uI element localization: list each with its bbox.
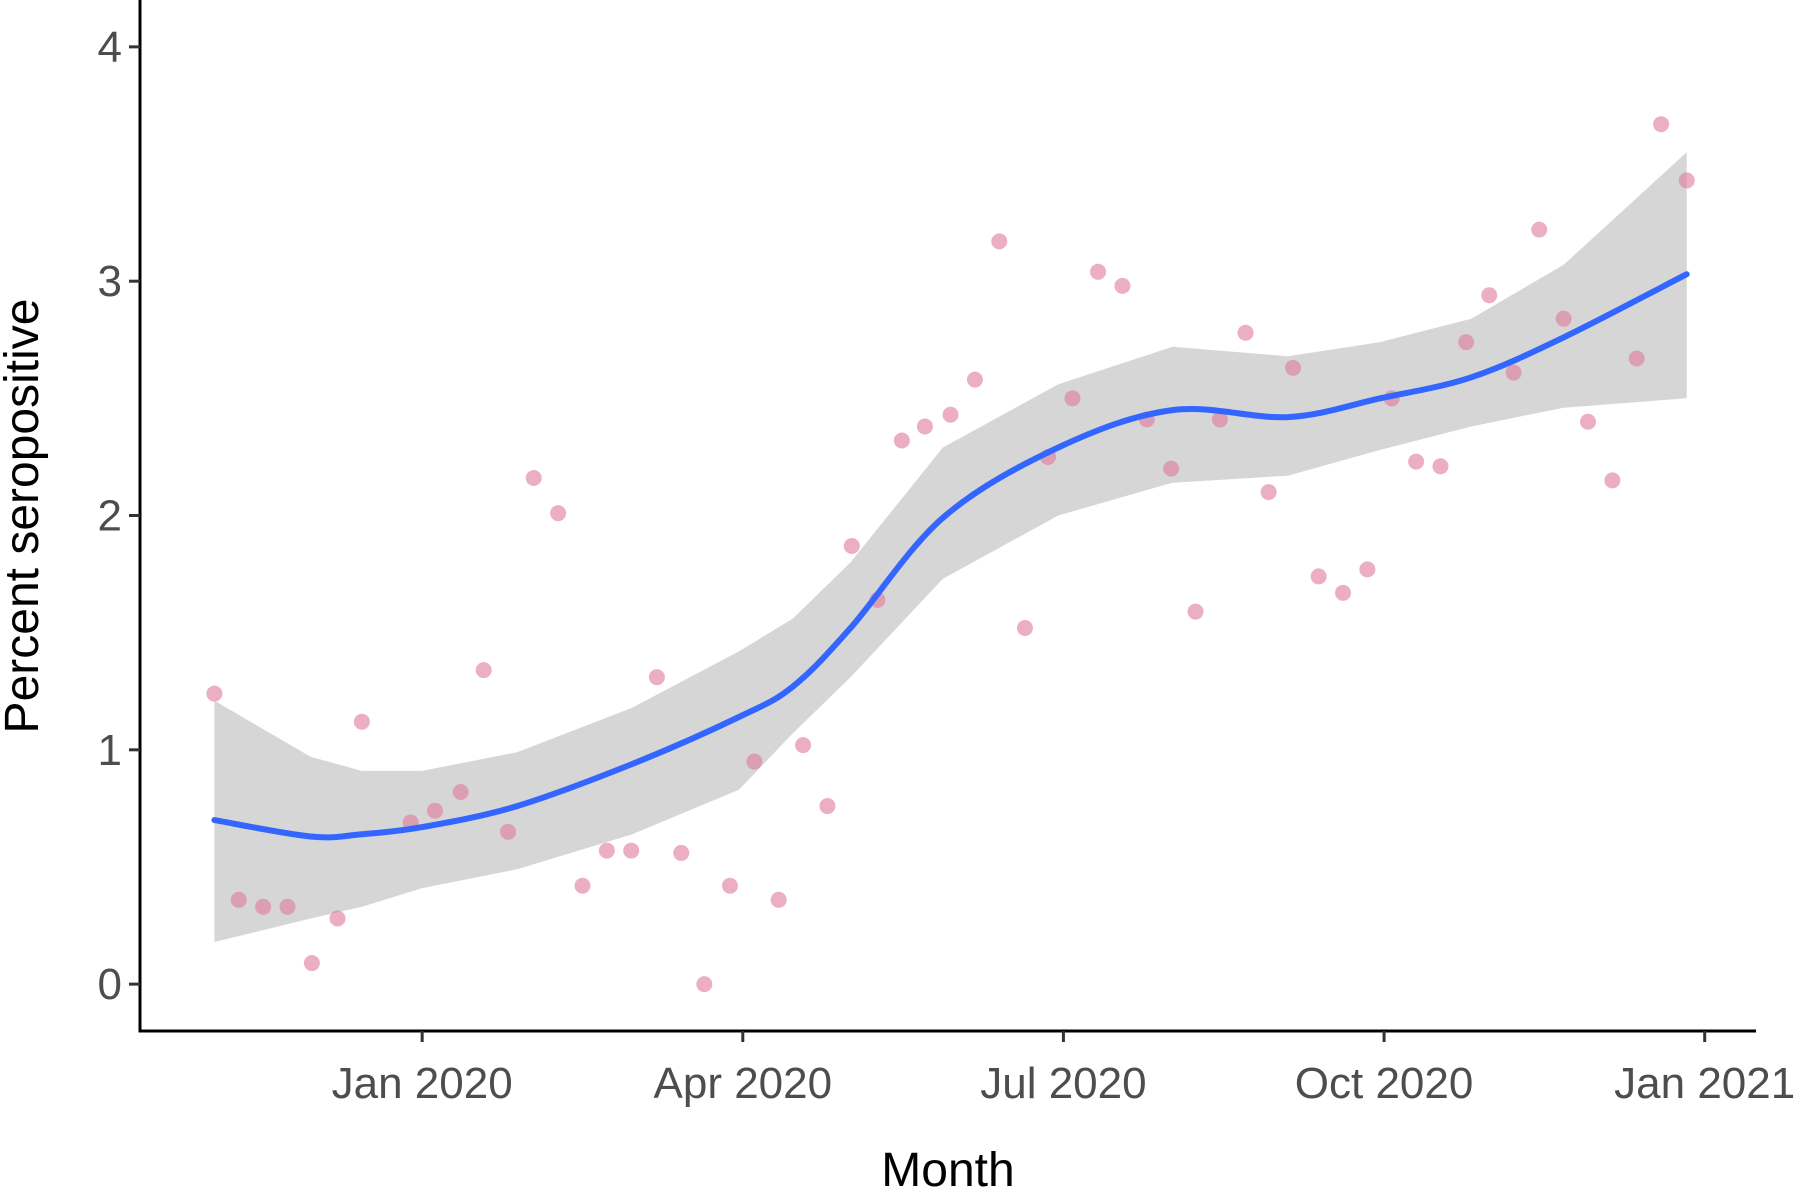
data-point: [1016, 619, 1033, 636]
data-point: [1432, 458, 1449, 475]
data-point: [452, 783, 469, 800]
data-point: [1237, 324, 1254, 341]
data-point: [1310, 568, 1327, 585]
data-point: [1064, 390, 1081, 407]
data-point: [1211, 411, 1228, 428]
data-point: [1163, 460, 1180, 477]
data-point: [819, 798, 836, 815]
data-point: [696, 976, 713, 993]
y-tick-label: 0: [98, 960, 122, 1009]
data-point: [475, 662, 492, 679]
data-point: [230, 891, 247, 908]
x-tick-label: Jan 2020: [332, 1059, 513, 1108]
data-point: [1653, 116, 1670, 133]
data-point: [648, 669, 665, 686]
data-point: [279, 898, 296, 915]
data-point: [1579, 413, 1596, 430]
data-point: [1531, 221, 1548, 238]
data-point: [1555, 310, 1572, 327]
data-point: [916, 418, 933, 435]
data-point: [843, 537, 860, 554]
y-axis-title: Percent seropositive: [0, 299, 49, 734]
x-axis-title: Month: [881, 1144, 1014, 1197]
data-point: [966, 371, 983, 388]
confidence-band: [214, 152, 1687, 943]
data-point: [426, 802, 443, 819]
data-point: [1285, 359, 1302, 376]
x-tick-label: Apr 2020: [654, 1059, 833, 1108]
data-point: [255, 898, 272, 915]
data-point: [1604, 472, 1621, 489]
data-point: [598, 842, 615, 859]
y-tick-label: 3: [98, 257, 122, 306]
data-point: [1458, 334, 1475, 351]
data-point: [1628, 350, 1645, 367]
data-point: [673, 844, 690, 861]
data-point: [623, 842, 640, 859]
data-point: [795, 737, 812, 754]
data-point: [893, 432, 910, 449]
data-point: [1678, 172, 1695, 189]
data-point: [1090, 263, 1107, 280]
data-point: [1335, 584, 1352, 601]
data-point: [1359, 561, 1376, 578]
data-point: [1114, 277, 1131, 294]
data-point: [721, 877, 738, 894]
y-tick-label: 2: [98, 492, 122, 541]
data-point: [500, 823, 517, 840]
data-point: [770, 891, 787, 908]
data-point: [1481, 287, 1498, 304]
smooth-line: [211, 271, 1690, 841]
x-tick-label: Oct 2020: [1295, 1059, 1474, 1108]
data-point: [1260, 484, 1277, 501]
data-point: [329, 910, 346, 927]
x-tick-label: Jul 2020: [980, 1059, 1146, 1108]
data-point: [1408, 453, 1425, 470]
data-point: [550, 505, 567, 522]
x-tick-label: Jan 2021: [1614, 1059, 1795, 1108]
data-point: [525, 470, 542, 487]
data-point: [746, 753, 763, 770]
data-point: [1505, 364, 1522, 381]
data-point: [1187, 603, 1204, 620]
data-point: [574, 877, 591, 894]
y-tick-label: 1: [98, 726, 122, 775]
data-point: [303, 955, 320, 972]
data-point: [353, 713, 370, 730]
data-point: [942, 406, 959, 423]
data-point: [991, 233, 1008, 250]
y-tick-label: 4: [98, 23, 122, 72]
data-point: [206, 685, 223, 702]
